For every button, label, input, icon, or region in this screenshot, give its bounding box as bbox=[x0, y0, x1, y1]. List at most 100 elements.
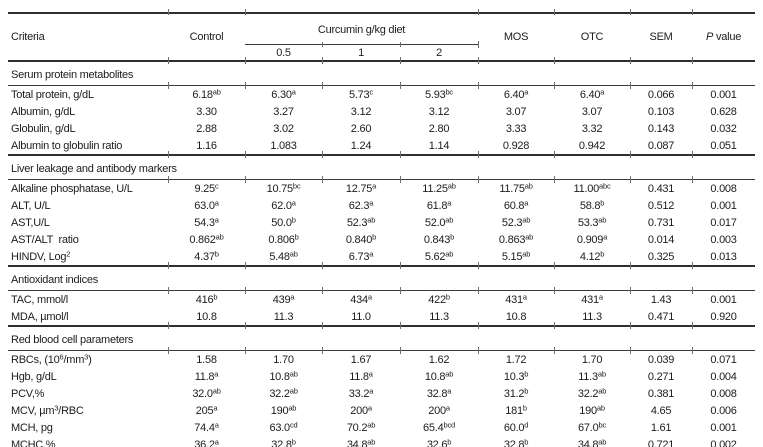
value-cell: 1.16 bbox=[168, 137, 246, 158]
value-cell: 0.039 bbox=[647, 353, 675, 366]
value-cell: 11.25ab bbox=[422, 181, 456, 195]
value-cell: 34.8ab bbox=[554, 436, 631, 447]
value-cell: 0.013 bbox=[692, 248, 756, 267]
section-title: Liver leakage and antibody markers bbox=[8, 155, 177, 182]
value-cell: 10.8ab bbox=[424, 369, 454, 383]
section-title-spacer bbox=[245, 326, 323, 353]
section-title-spacer bbox=[554, 266, 631, 293]
value-cell: 2.60 bbox=[350, 122, 372, 135]
value-cell: 0.381 bbox=[647, 387, 675, 400]
section-title-spacer bbox=[554, 155, 631, 182]
value-cell: 1.58 bbox=[196, 353, 217, 366]
section-title-row: Liver leakage and antibody markers bbox=[8, 155, 756, 182]
value-cell: 32.0ab bbox=[192, 386, 221, 400]
section-title-spacer bbox=[322, 326, 401, 353]
p-value-rest: value bbox=[716, 31, 742, 43]
value-cell: 3.32 bbox=[581, 122, 603, 135]
value-cell: 0.001 bbox=[710, 199, 737, 212]
table-row: RBCs, (106/mm3) 1.58 1.70 1.67 1.62 1.72 1.70 0… bbox=[8, 351, 755, 369]
value-cell: 65.4bcd bbox=[423, 420, 455, 434]
value-cell: 0.628 bbox=[710, 105, 737, 118]
criteria-cell: Globulin, g/dL bbox=[11, 122, 76, 135]
table-row: Hgb, g/dL 11.8a 10.8ab 11.8a 10.8ab 10.3b 11.3… bbox=[8, 368, 755, 385]
value-cell: 0.325 bbox=[630, 248, 693, 269]
value-cell: 0.143 bbox=[647, 122, 675, 135]
col-header-curcumin-group: Curcumin g/kg diet bbox=[245, 8, 479, 47]
value-cell: 63.0cd bbox=[269, 420, 298, 434]
value-cell: 74.4a bbox=[194, 420, 219, 434]
section-title-spacer bbox=[168, 266, 246, 293]
table-row: Globulin, g/dL 2.88 3.02 2.60 2.80 3.33 3.32 0.… bbox=[8, 120, 755, 137]
section-title-spacer bbox=[478, 61, 555, 88]
value-cell: 3.12 bbox=[350, 105, 372, 118]
value-cell: 0.731 bbox=[647, 216, 675, 229]
value-cell: 10.8 bbox=[478, 308, 555, 329]
value-cell: 3.07 bbox=[581, 105, 603, 118]
table-row: Albumin, g/dL 3.30 3.27 3.12 3.12 3.07 3.07 0.1… bbox=[8, 103, 755, 120]
value-cell: 5.73c bbox=[349, 87, 373, 101]
value-cell: 0.003 bbox=[710, 233, 737, 246]
section-title-spacer bbox=[322, 155, 401, 182]
value-cell: 10.8ab bbox=[269, 369, 298, 383]
value-cell: 0.843b bbox=[423, 232, 455, 246]
value-cell: 4.65 bbox=[650, 404, 672, 417]
value-cell: 10.3b bbox=[503, 369, 529, 383]
criteria-cell: MCH, pg bbox=[11, 421, 53, 434]
value-cell: 0.942 bbox=[554, 137, 631, 158]
value-cell: 1.67 bbox=[350, 353, 372, 366]
value-cell: 0.862ab bbox=[189, 232, 224, 246]
section-title-spacer bbox=[630, 155, 693, 182]
section-title-spacer bbox=[400, 266, 479, 293]
header-row-top: Criteria Control Curcumin g/kg diet MOS … bbox=[8, 8, 756, 63]
value-cell: 0.071 bbox=[710, 353, 737, 366]
value-cell: 62.0a bbox=[271, 198, 296, 212]
value-cell: 1.70 bbox=[581, 353, 603, 366]
section-title: Serum protein metabolites bbox=[8, 61, 169, 88]
section-title-spacer bbox=[322, 61, 401, 88]
value-cell: 11.0 bbox=[322, 308, 401, 329]
value-cell: 0.001 bbox=[710, 293, 737, 306]
value-cell: 0.017 bbox=[710, 216, 737, 229]
value-cell: 34.8ab bbox=[322, 436, 400, 447]
table-row: Alkaline phosphatase, U/L 9.25c 10.75bc 12.… bbox=[8, 180, 755, 198]
section-title: Antioxidant indices bbox=[8, 266, 169, 293]
criteria-cell: RBCs, (106/mm3) bbox=[11, 352, 92, 366]
value-cell: 0.431 bbox=[647, 182, 675, 195]
value-cell: 439a bbox=[272, 292, 295, 306]
section-title-spacer bbox=[400, 155, 479, 182]
value-cell: 0.863ab bbox=[498, 232, 534, 246]
value-cell: 6.18ab bbox=[192, 87, 221, 101]
section-title: Red blood cell parameters bbox=[8, 326, 169, 353]
criteria-cell: Alkaline phosphatase, U/L bbox=[11, 182, 133, 195]
value-cell: 62.3a bbox=[348, 198, 374, 212]
value-cell: 32.6b bbox=[400, 436, 479, 447]
table-row: PCV,% 32.0ab 32.2ab 33.2a 32.8a 31.2b 32.2ab 0.… bbox=[8, 385, 755, 402]
table-row: MCV, µm3/RBC 205a 190ab 200a 200a 181b 190ab 4.… bbox=[8, 402, 755, 419]
value-cell: 0.920 bbox=[692, 308, 756, 327]
value-cell: 32.8b bbox=[245, 436, 322, 447]
value-cell: 32.2ab bbox=[577, 386, 607, 400]
value-cell: 5.15ab bbox=[478, 248, 555, 269]
value-cell: 61.8a bbox=[426, 198, 452, 212]
criteria-cell: TAC, mmol/l bbox=[11, 293, 68, 306]
value-cell: 0.103 bbox=[647, 105, 675, 118]
table-row: MDA, µmol/l 10.8 11.3 11.0 11.3 10.8 11.3 0.471… bbox=[8, 308, 756, 329]
value-cell: 0.909a bbox=[576, 232, 608, 246]
col-header-criteria: Criteria bbox=[8, 8, 169, 63]
criteria-cell: MDA, µmol/l bbox=[8, 308, 169, 329]
value-cell: 0.001 bbox=[710, 421, 737, 434]
value-cell: 52.3ab bbox=[501, 215, 531, 229]
col-header-otc: OTC bbox=[554, 8, 631, 63]
value-cell: 3.07 bbox=[505, 105, 527, 118]
section-title-spacer bbox=[630, 326, 693, 353]
section-title-spacer bbox=[168, 61, 246, 88]
section-title-spacer bbox=[478, 266, 555, 293]
section-title-spacer bbox=[692, 61, 756, 86]
value-cell: 1.43 bbox=[650, 293, 672, 306]
section-title-spacer bbox=[554, 326, 631, 353]
section-title-spacer bbox=[478, 326, 555, 353]
value-cell: 3.12 bbox=[428, 105, 450, 118]
table-body: Serum protein metabolites Total protein, … bbox=[8, 61, 756, 447]
value-cell: 0.002 bbox=[692, 436, 756, 447]
